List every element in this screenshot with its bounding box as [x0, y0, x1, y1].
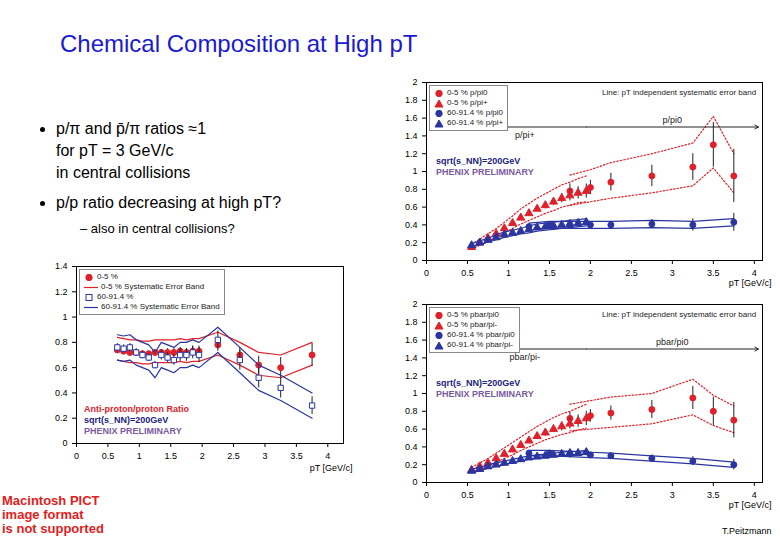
html-text:for pT = 3 GeV/c: for pT = 3 GeV/c — [56, 142, 174, 159]
svg-text:pbar/pi0: pbar/pi0 — [656, 337, 689, 347]
svg-text:2: 2 — [588, 490, 593, 500]
html-text:60-91.4 % pbar/pi-: 60-91.4 % pbar/pi- — [447, 340, 513, 349]
html-text:60-91.4 % Systematic Error Ban: 60-91.4 % Systematic Error Band — [101, 302, 220, 311]
svg-text:0: 0 — [412, 477, 417, 487]
svg-text:1.8: 1.8 — [405, 317, 418, 327]
svg-text:pbar/pi-: pbar/pi- — [510, 352, 541, 362]
svg-text:0.2: 0.2 — [405, 238, 418, 248]
svg-text:p/pi0: p/pi0 — [663, 115, 683, 125]
svg-text:3: 3 — [670, 268, 675, 278]
svg-text:p/pi+: p/pi+ — [515, 130, 535, 140]
html-text:sqrt(s_NN)=200GeV: sqrt(s_NN)=200GeV — [84, 415, 169, 425]
svg-text:1.6: 1.6 — [405, 335, 418, 345]
html-text:Line: pT independent systemati: Line: pT independent systematic error ba… — [602, 310, 757, 319]
html-text:PHENIX PRELIMINARY: PHENIX PRELIMINARY — [84, 426, 182, 436]
svg-text:3.5: 3.5 — [707, 490, 720, 500]
html-text:Macintosh PICT: Macintosh PICT — [2, 493, 100, 508]
svg-text:2: 2 — [200, 451, 205, 461]
svg-text:3: 3 — [670, 490, 675, 500]
svg-text:3: 3 — [262, 451, 267, 461]
html-text:0-5 % pbar/pi-: 0-5 % pbar/pi- — [447, 320, 498, 329]
html-text:– also in central collisions?: – also in central collisions? — [80, 221, 235, 236]
svg-text:pT [GeV/c]: pT [GeV/c] — [310, 463, 353, 473]
svg-text:1.5: 1.5 — [543, 268, 556, 278]
html-text:image format: image format — [2, 507, 84, 522]
svg-text:2.5: 2.5 — [227, 451, 240, 461]
svg-text:0.6: 0.6 — [405, 424, 418, 434]
svg-text:0.5: 0.5 — [461, 268, 474, 278]
svg-text:2: 2 — [412, 299, 417, 309]
html-text:0-5 % Systematic Error Band: 0-5 % Systematic Error Band — [101, 282, 205, 291]
svg-text:0.2: 0.2 — [405, 460, 418, 470]
svg-text:1: 1 — [137, 451, 142, 461]
html-text:in central collisions: in central collisions — [56, 164, 191, 181]
html-text:is not supported: is not supported — [2, 521, 104, 536]
svg-text:3.5: 3.5 — [707, 268, 720, 278]
html-text:sqrt(s_NN)=200GeV: sqrt(s_NN)=200GeV — [436, 156, 521, 166]
svg-text:0.6: 0.6 — [55, 363, 68, 373]
svg-text:0.4: 0.4 — [405, 220, 418, 230]
html-text:60-91.4 % p/pi+: 60-91.4 % p/pi+ — [447, 118, 504, 127]
html-text:p/p ratio decreasing at high p: p/p ratio decreasing at high pT? — [56, 194, 281, 211]
svg-text:1.4: 1.4 — [405, 131, 418, 141]
svg-text:0.6: 0.6 — [405, 202, 418, 212]
svg-text:3.5: 3.5 — [290, 451, 303, 461]
svg-text:0.8: 0.8 — [405, 184, 418, 194]
svg-text:pT [GeV/c]: pT [GeV/c] — [729, 278, 772, 288]
svg-text:0: 0 — [424, 490, 429, 500]
svg-text:1.4: 1.4 — [405, 353, 418, 363]
html-text:Chemical Composition at High p: Chemical Composition at High pT — [60, 30, 418, 57]
svg-text:0.5: 0.5 — [102, 451, 115, 461]
html-text:PHENIX PRELIMINARY: PHENIX PRELIMINARY — [436, 389, 534, 399]
html-text:60-91.4 % pbar/pi0: 60-91.4 % pbar/pi0 — [447, 330, 515, 339]
html-text:0-5 % pbar/pi0: 0-5 % pbar/pi0 — [447, 310, 499, 319]
svg-text:0.2: 0.2 — [55, 413, 68, 423]
html-text:60-91.4 % p/pi0: 60-91.4 % p/pi0 — [447, 108, 503, 117]
svg-text:2: 2 — [412, 77, 417, 87]
html-text:T.Peitzmann: T.Peitzmann — [722, 526, 772, 536]
svg-text:1: 1 — [506, 490, 511, 500]
svg-text:0.8: 0.8 — [405, 406, 418, 416]
html-text:0-5 % p/pi0: 0-5 % p/pi0 — [447, 88, 488, 97]
svg-text:0: 0 — [412, 255, 417, 265]
html-text:p/π and p̄/π ratios ≈1: p/π and p̄/π ratios ≈1 — [56, 120, 206, 137]
svg-text:0.5: 0.5 — [461, 490, 474, 500]
html-text:Anti-proton/proton Ratio: Anti-proton/proton Ratio — [84, 404, 189, 414]
html-text:sqrt(s_NN)=200GeV: sqrt(s_NN)=200GeV — [436, 378, 521, 388]
html-text:0-5 %: 0-5 % — [97, 272, 118, 281]
svg-text:1: 1 — [506, 268, 511, 278]
svg-text:0.8: 0.8 — [55, 337, 68, 347]
svg-text:0: 0 — [424, 268, 429, 278]
svg-text:0.4: 0.4 — [405, 442, 418, 452]
svg-text:0: 0 — [74, 451, 79, 461]
svg-text:1: 1 — [412, 388, 417, 398]
svg-text:1.4: 1.4 — [55, 261, 68, 271]
svg-text:2.5: 2.5 — [625, 268, 638, 278]
svg-text:2.5: 2.5 — [625, 490, 638, 500]
svg-text:4: 4 — [752, 490, 757, 500]
svg-text:1.2: 1.2 — [55, 287, 68, 297]
html-text:0-5 % p/pi+: 0-5 % p/pi+ — [447, 98, 488, 107]
svg-text:1.5: 1.5 — [164, 451, 177, 461]
svg-text:1.5: 1.5 — [543, 490, 556, 500]
svg-text:pT [GeV/c]: pT [GeV/c] — [729, 500, 772, 510]
svg-text:4: 4 — [325, 451, 330, 461]
svg-text:4: 4 — [752, 268, 757, 278]
svg-text:1.2: 1.2 — [405, 371, 418, 381]
html-text:PHENIX PRELIMINARY: PHENIX PRELIMINARY — [436, 167, 534, 177]
svg-text:0: 0 — [62, 438, 67, 448]
svg-text:1.8: 1.8 — [405, 95, 418, 105]
svg-text:1: 1 — [412, 166, 417, 176]
svg-text:0.4: 0.4 — [55, 388, 68, 398]
svg-text:1.6: 1.6 — [405, 113, 418, 123]
svg-text:1: 1 — [62, 312, 67, 322]
html-text:60-91.4 %: 60-91.4 % — [97, 292, 134, 301]
html-text:Line: pT independent systemati: Line: pT independent systematic error ba… — [602, 88, 757, 97]
svg-text:1.2: 1.2 — [405, 149, 418, 159]
svg-text:2: 2 — [588, 268, 593, 278]
